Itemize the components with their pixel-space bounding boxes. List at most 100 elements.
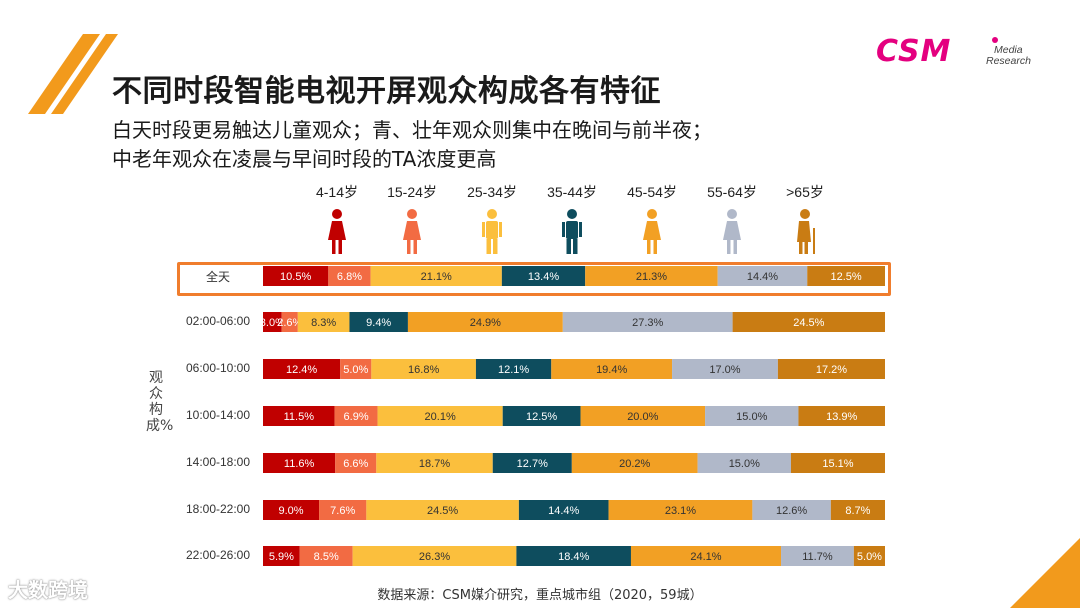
bar-segment: [501, 266, 586, 286]
bar-segment: [585, 266, 718, 286]
data-label: 20.0%: [627, 411, 658, 423]
bar-segment: [672, 359, 778, 379]
data-label: 6.9%: [344, 411, 369, 423]
bar-segment: [349, 312, 408, 332]
row-label: 10:00-14:00: [185, 408, 251, 422]
csm-logo: CSM Media Research: [876, 34, 1046, 74]
age-group-2: 25-34岁: [452, 182, 532, 256]
age-group-6: >65岁: [765, 182, 845, 256]
bar-segment: [580, 406, 706, 426]
bar-segment: [263, 266, 329, 286]
data-label: 14.4%: [548, 505, 579, 517]
bar-segment: [516, 546, 631, 566]
data-label: 9.4%: [366, 317, 391, 329]
data-label: 15.0%: [736, 411, 767, 423]
highlight-box-all-day: [177, 262, 891, 296]
bar-segment: [697, 453, 791, 473]
data-label: 5.0%: [343, 364, 368, 376]
bar-segment: [853, 546, 885, 566]
data-label: 15.1%: [822, 458, 853, 470]
data-label: 5.0%: [857, 551, 882, 563]
age-group-1: 15-24岁: [372, 182, 452, 256]
bar-segment: [630, 546, 782, 566]
page-subtitle-line1: 白天时段更易触达儿童观众；青、壮年观众则集中在晚间与前半夜；: [112, 118, 712, 142]
row-label: 22:00-26:00: [185, 548, 251, 562]
data-label: 3.0%: [260, 317, 285, 329]
data-label: 5.9%: [269, 551, 294, 563]
age-group-label: 15-24岁: [387, 184, 437, 200]
bar-segment: [352, 546, 517, 566]
bar-segment: [608, 500, 753, 520]
data-label: 24.1%: [690, 551, 721, 563]
bar-segment: [366, 500, 519, 520]
bar-segment: [263, 453, 336, 473]
data-label: 20.2%: [619, 458, 650, 470]
bar-segment: [502, 406, 581, 426]
bar-segment: [705, 406, 799, 426]
data-label: 24.9%: [470, 317, 501, 329]
data-label: 15.0%: [729, 458, 760, 470]
data-source-note: 数据来源：CSM媒介研究，重点城市组（2020，59城）: [377, 588, 703, 603]
bar-segment: [830, 500, 885, 520]
data-label: 11.5%: [284, 411, 315, 423]
data-label: 13.4%: [528, 271, 559, 283]
bar-segment: [319, 500, 367, 520]
bar-segment: [334, 406, 378, 426]
data-label: 12.7%: [517, 458, 548, 470]
man-figure-icon: [562, 209, 582, 254]
bar-segment: [777, 359, 885, 379]
row-label: 02:00-06:00: [185, 314, 251, 328]
bar-segment: [263, 312, 282, 332]
data-label: 17.0%: [709, 364, 740, 376]
bar-segment: [475, 359, 552, 379]
young-figure-icon: [403, 209, 421, 254]
age-group-3: 35-44岁: [532, 182, 612, 256]
age-group-label: 45-54岁: [627, 184, 677, 200]
bar-segment: [752, 500, 831, 520]
watermark-text: 大数跨境: [8, 578, 88, 602]
data-label: 23.1%: [665, 505, 696, 517]
data-label: 7.6%: [330, 505, 355, 517]
data-label: 17.2%: [816, 364, 847, 376]
corner-triangle: [1010, 538, 1080, 608]
logo-text: CSM: [876, 34, 952, 69]
age-group-5: 55-64岁: [692, 182, 772, 256]
data-label: 6.8%: [337, 271, 362, 283]
bar-segment: [340, 359, 372, 379]
page-subtitle-line2: 中老年观众在凌晨与早间时段的TA浓度更高: [112, 147, 497, 171]
data-label: 12.5%: [831, 271, 862, 283]
age-group-label: >65岁: [786, 184, 824, 200]
bar-segment: [297, 312, 350, 332]
data-label: 24.5%: [793, 317, 824, 329]
row-label: 全天: [205, 270, 230, 284]
age-group-0: 4-14岁: [297, 182, 377, 256]
bar-segment: [492, 453, 572, 473]
bar-segment: [407, 312, 563, 332]
bar-segment: [371, 359, 476, 379]
bar-segment: [571, 453, 698, 473]
woman-figure-icon: [643, 209, 661, 254]
bar-segment: [263, 359, 341, 379]
data-label: 8.3%: [311, 317, 336, 329]
data-label: 12.1%: [498, 364, 529, 376]
bar-segment: [562, 312, 733, 332]
data-label: 16.8%: [408, 364, 439, 376]
data-label: 19.4%: [596, 364, 627, 376]
row-label: 18:00-22:00: [185, 502, 251, 516]
data-label: 24.5%: [427, 505, 458, 517]
bar-segment: [263, 500, 320, 520]
age-group-4: 45-54岁: [612, 182, 692, 256]
data-label: 9.0%: [278, 505, 303, 517]
bar-segment: [328, 266, 371, 286]
age-group-label: 25-34岁: [467, 184, 517, 200]
logo-subtext-media: Media: [994, 44, 1023, 56]
age-group-label: 55-64岁: [707, 184, 757, 200]
bar-segment: [717, 266, 808, 286]
bar-segment: [807, 266, 885, 286]
row-label: 14:00-18:00: [185, 455, 251, 469]
bar-segment: [376, 453, 493, 473]
data-label: 18.4%: [558, 551, 589, 563]
data-label: 21.1%: [421, 271, 452, 283]
data-label: 27.3%: [632, 317, 663, 329]
